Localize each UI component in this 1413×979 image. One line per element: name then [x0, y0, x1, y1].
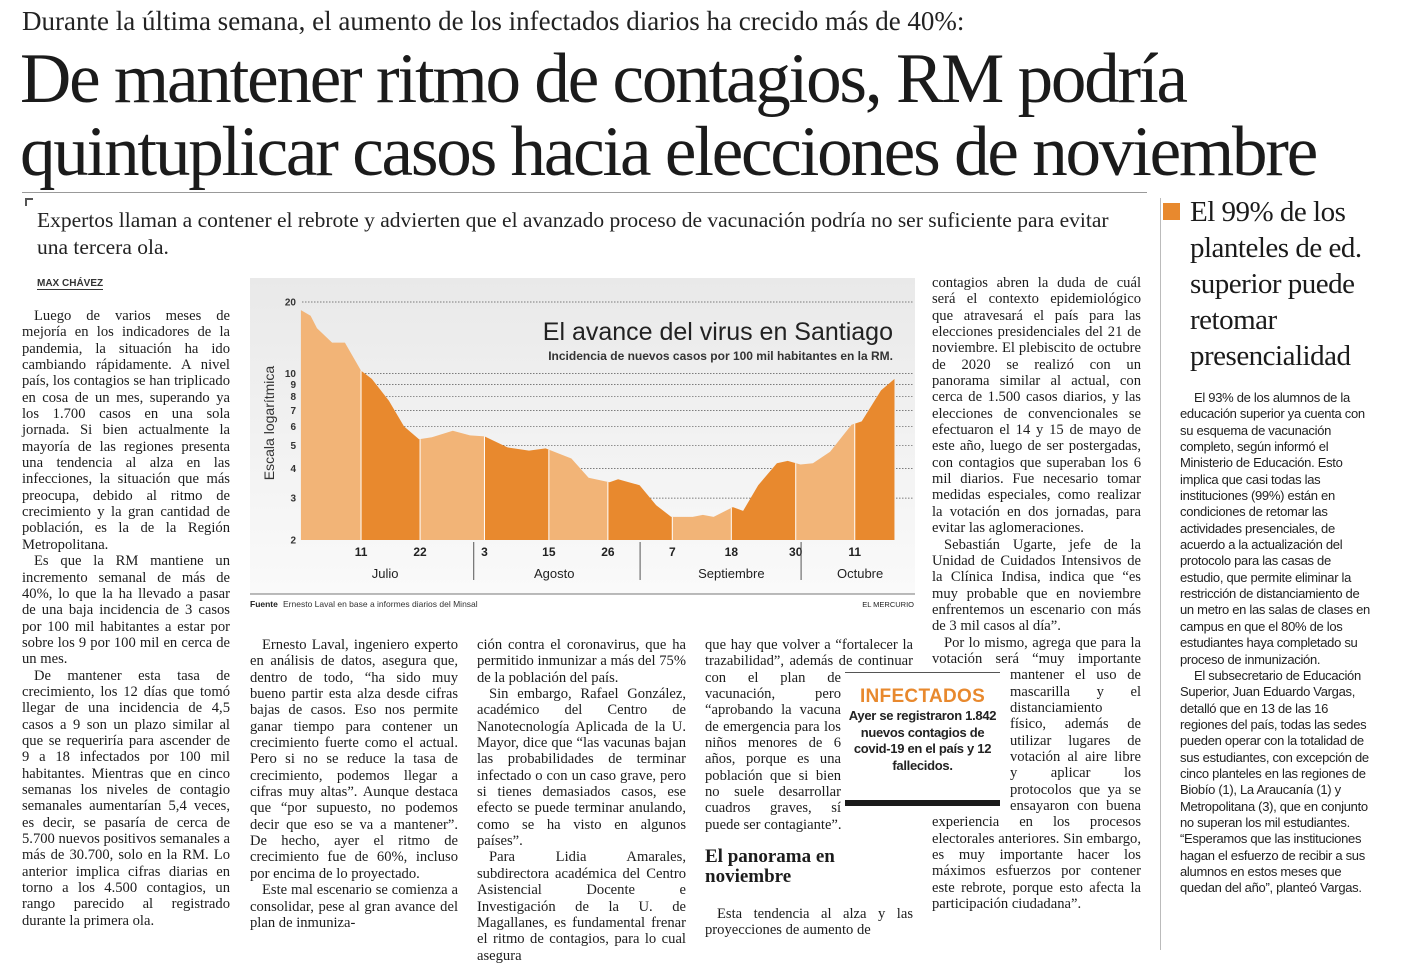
column-2: Ernesto Laval, ingeniero experto en anál… — [250, 637, 458, 931]
paragraph: Es que la RM mantiene un incremento sema… — [22, 553, 230, 668]
y-tick-label: 4 — [290, 464, 296, 475]
x-tick-label: 22 — [413, 545, 427, 559]
deck-corner-mark — [25, 198, 33, 206]
byline: MAX CHÁVEZ — [37, 278, 104, 290]
column-1: Luego de varios meses de mejoría en los … — [22, 308, 230, 929]
paragraph: Luego de varios meses de mejoría en los … — [22, 308, 230, 553]
y-tick-label: 10 — [285, 369, 297, 380]
x-tick-label: 26 — [601, 545, 615, 559]
x-tick-label: 30 — [789, 545, 803, 559]
y-tick-label: 5 — [290, 441, 296, 452]
y-tick-label: 9 — [290, 380, 296, 391]
sidebar-divider — [1160, 198, 1161, 950]
chart-subtitle: Incidencia de nuevos casos por 100 mil h… — [548, 349, 893, 363]
paragraph: que hay que volver a “fortalecer la traz… — [705, 637, 913, 833]
infobox-body: Ayer se registraron 1.842 nuevos contagi… — [848, 708, 997, 773]
month-label: Septiembre — [698, 566, 764, 581]
source-label: Fuente — [250, 599, 278, 609]
sidebar-headline: El 99% de los planteles de ed. superior … — [1190, 196, 1362, 372]
month-label: Julio — [372, 566, 399, 581]
paragraph: Ernesto Laval, ingeniero experto en anál… — [250, 637, 458, 882]
paragraph: De mantener esta tasa de crecimiento, lo… — [22, 667, 230, 929]
infobox: INFECTADOS Ayer se registraron 1.842 nue… — [845, 672, 1000, 806]
x-tick-label: 7 — [669, 545, 676, 559]
orange-square-icon — [1163, 203, 1180, 220]
y-tick-label: 2 — [290, 536, 296, 547]
chart: El avance del virus en Santiago Incidenc… — [250, 278, 915, 609]
source-text: Ernesto Laval en base a informes diarios… — [283, 599, 478, 609]
y-tick-label: 3 — [290, 494, 296, 505]
x-tick-label: 15 — [542, 545, 556, 559]
sidebar-body: El 93% de los alumnos de la educación su… — [1180, 390, 1370, 897]
subhead: El panorama en noviembre — [705, 846, 835, 888]
paragraph: Este mal escenario se comienza a consoli… — [250, 882, 458, 931]
kicker: Durante la última semana, el aumento de … — [22, 6, 965, 36]
deck: Expertos llaman a contener el rebrote y … — [37, 208, 1109, 259]
x-tick-label: 18 — [725, 545, 739, 559]
paragraph: ción contra el coronavirus, que ha permi… — [477, 637, 686, 686]
header-rule — [22, 192, 1147, 193]
month-label: Octubre — [837, 566, 883, 581]
paragraph: Esta tendencia al alza y las proyeccione… — [705, 906, 913, 939]
paragraph: Sebastián Ugarte, jefe de la Unidad de C… — [932, 536, 1141, 635]
column-3: ción contra el coronavirus, que ha permi… — [477, 637, 686, 964]
column-5: contagios abren la duda de cuál será el … — [932, 275, 1141, 912]
month-label: Agosto — [534, 566, 574, 581]
paragraph: contagios abren la duda de cuál será el … — [932, 275, 1141, 537]
y-tick-label: 7 — [290, 406, 296, 417]
y-tick-label: 8 — [290, 392, 296, 403]
infobox-title: INFECTADOS — [859, 686, 986, 707]
column-4: que hay que volver a “fortalecer la traz… — [705, 637, 913, 939]
x-tick-label: 3 — [481, 545, 488, 559]
paragraph: Para Lidia Amarales, subdirectora académ… — [477, 849, 686, 964]
x-tick-label: 11 — [355, 545, 368, 559]
y-tick-label: 20 — [285, 298, 297, 309]
x-tick-label: 11 — [848, 545, 861, 559]
y-axis-label: Escala logarítmica — [261, 366, 277, 481]
chart-title: El avance del virus en Santiago — [543, 318, 893, 346]
paragraph: Por lo mismo, agrega que para la votació… — [932, 634, 1141, 913]
headline-line-1: De mantener ritmo de contagios, RM podrí… — [20, 40, 1188, 118]
y-tick-label: 6 — [290, 422, 296, 433]
headline-line-2: quintuplicar casos hacia elecciones de n… — [20, 113, 1318, 191]
paragraph: El subsecretario de Educación Superior, … — [1180, 667, 1369, 896]
paragraph: El 93% de los alumnos de la educación su… — [1180, 390, 1370, 667]
credit: EL MERCURIO — [862, 600, 914, 609]
paragraph: Sin embargo, Rafael González, académico … — [477, 686, 686, 850]
infobox-bar — [845, 800, 1000, 806]
